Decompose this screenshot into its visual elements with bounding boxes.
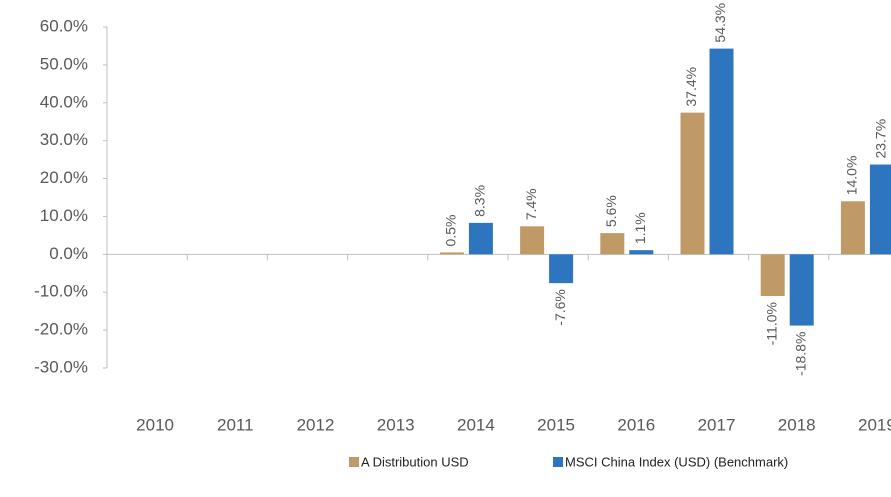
legend-label: A Distribution USD: [361, 454, 469, 469]
bar: [520, 226, 545, 255]
value-label: 37.4%: [683, 67, 699, 107]
bar: [789, 254, 814, 326]
bar: [840, 201, 865, 255]
value-label: -18.8%: [792, 332, 808, 376]
x-tick-label: 2016: [617, 415, 655, 434]
bar: [439, 252, 464, 255]
value-label: -7.6%: [552, 289, 568, 326]
y-tick-label: 50.0%: [40, 54, 88, 73]
legend-swatch: [553, 457, 563, 467]
x-tick-label: 2019: [858, 415, 891, 434]
x-tick-label: 2017: [698, 415, 736, 434]
bar: [629, 250, 654, 255]
bar: [869, 164, 891, 255]
value-label: 1.1%: [632, 212, 648, 244]
y-tick-label: 10.0%: [40, 206, 88, 225]
y-tick-label: -30.0%: [34, 357, 88, 376]
value-label: 23.7%: [873, 119, 889, 159]
value-label: 7.4%: [523, 188, 539, 220]
value-label: 8.3%: [472, 185, 488, 217]
x-tick-label: 2010: [136, 415, 174, 434]
y-tick-label: -20.0%: [34, 320, 88, 339]
bar: [468, 222, 493, 255]
x-tick-label: 2013: [377, 415, 415, 434]
y-tick-label: 40.0%: [40, 92, 88, 111]
x-tick-label: 2014: [457, 415, 495, 434]
legend-swatch: [349, 457, 359, 467]
value-label: 54.3%: [712, 3, 728, 43]
x-tick-label: 2018: [778, 415, 816, 434]
bar: [680, 112, 705, 255]
x-tick-label: 2012: [297, 415, 335, 434]
bar: [760, 254, 785, 297]
y-tick-label: -10.0%: [34, 282, 88, 301]
x-tick-label: 2015: [537, 415, 575, 434]
y-tick-label: 0.0%: [49, 244, 88, 263]
bar: [600, 233, 625, 255]
value-label: 0.5%: [443, 215, 459, 247]
value-label: -11.0%: [763, 302, 779, 345]
bar: [549, 254, 574, 284]
legend-label: MSCI China Index (USD) (Benchmark): [565, 454, 788, 469]
bar: [709, 48, 734, 255]
x-tick-label: 2011: [217, 415, 254, 434]
value-label: 5.6%: [603, 195, 619, 227]
value-label: 14.0%: [844, 156, 860, 196]
y-tick-label: 20.0%: [40, 168, 88, 187]
y-tick-label: 60.0%: [40, 16, 88, 35]
y-tick-label: 30.0%: [40, 130, 88, 149]
